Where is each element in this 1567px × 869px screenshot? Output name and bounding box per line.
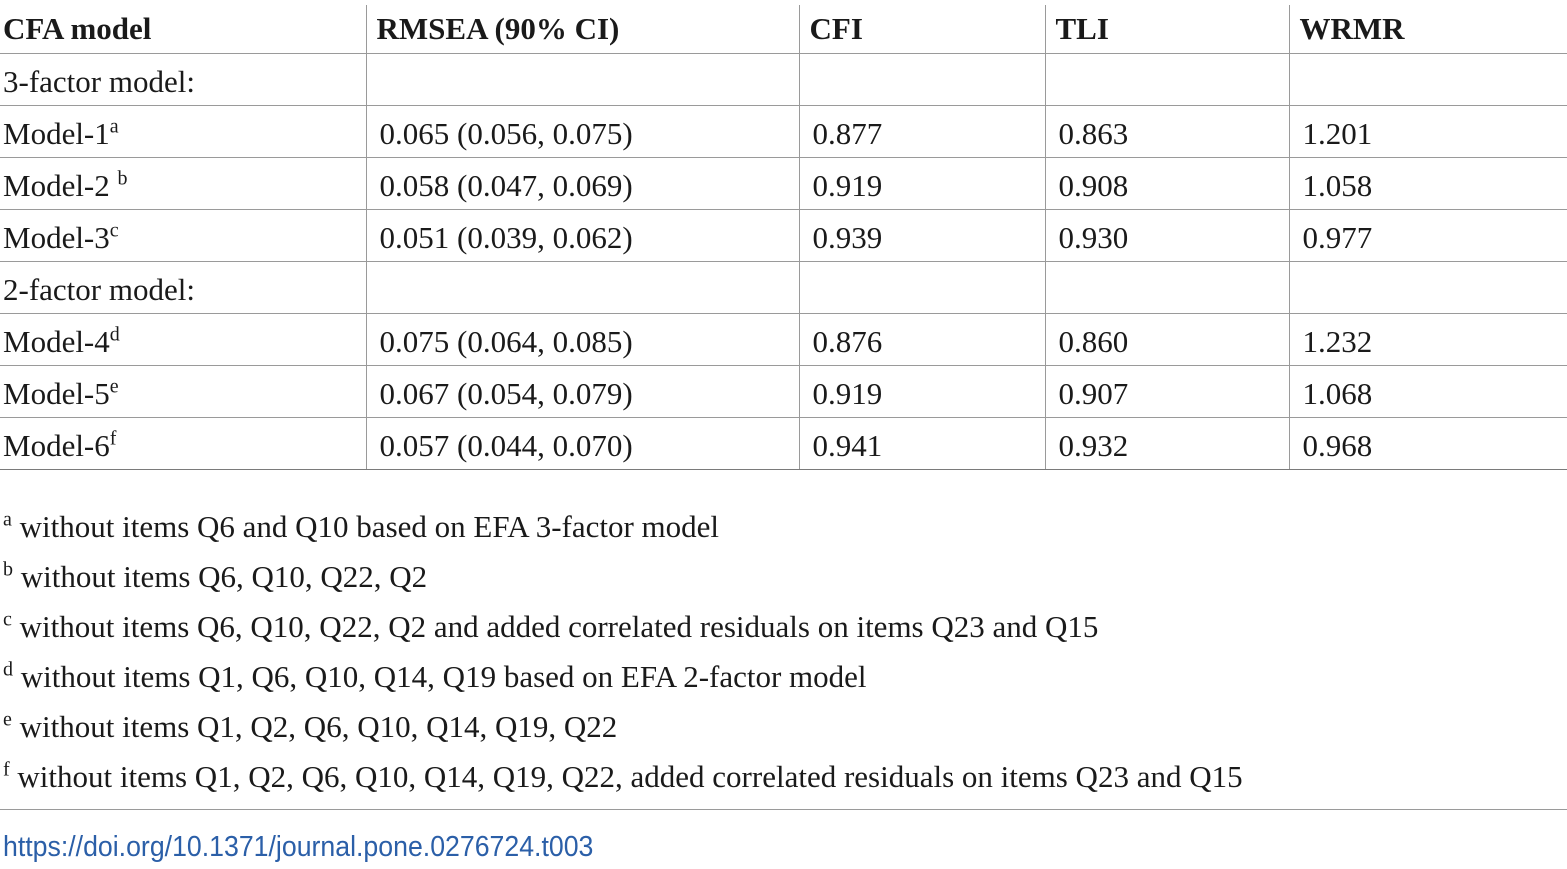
- footnote-text: without items Q6, Q10, Q22, Q2 and added…: [11, 609, 1099, 644]
- footnote-text: without items Q6, Q10, Q22, Q2: [13, 559, 428, 594]
- model-name: 2-factor model:: [3, 271, 195, 307]
- cell-model: Model-6f: [0, 417, 366, 470]
- footnote-item: f without items Q1, Q2, Q6, Q10, Q14, Q1…: [3, 757, 1543, 807]
- footnote-marker: e: [109, 375, 119, 398]
- cell-tli: 0.930: [1044, 209, 1289, 262]
- model-name: Model-2: [3, 167, 118, 203]
- cell-rmsea: 0.051 (0.039, 0.062): [365, 209, 799, 262]
- model-name: Model-3: [3, 219, 110, 255]
- cell-wrmr: [1288, 53, 1567, 106]
- doi-divider: [0, 809, 1567, 810]
- header-wrmr: WRMR: [1288, 5, 1567, 54]
- cell-model: Model-3c: [0, 209, 366, 262]
- table-row: Model-6f 0.057 (0.044, 0.070) 0.941 0.932 0.…: [0, 417, 1567, 470]
- cell-wrmr: 0.977: [1288, 209, 1567, 262]
- footnote-text: without items Q6 and Q10 based on EFA 3-…: [11, 509, 720, 544]
- cell-cfi: 0.939: [798, 209, 1045, 262]
- footnote-item: b without items Q6, Q10, Q22, Q2: [3, 557, 1543, 607]
- cell-rmsea: 0.057 (0.044, 0.070): [365, 417, 799, 470]
- cell-rmsea: 0.065 (0.056, 0.075): [365, 105, 799, 158]
- header-tli: TLI: [1044, 5, 1289, 54]
- header-cfa-model: CFA model: [0, 5, 366, 54]
- cell-tli: 0.860: [1044, 313, 1289, 366]
- cell-model: 2-factor model:: [0, 261, 366, 314]
- footnote-mark: b: [3, 558, 13, 581]
- model-name: Model-6: [3, 427, 110, 463]
- cell-cfi: 0.876: [798, 313, 1045, 366]
- cell-model: Model-2 b: [0, 157, 366, 210]
- footnote-marker: f: [109, 427, 117, 450]
- model-name: 3-factor model:: [3, 63, 195, 99]
- footnote-mark: e: [3, 708, 12, 731]
- table-row: Model-4d 0.075 (0.064, 0.085) 0.876 0.860 1.…: [0, 313, 1567, 366]
- footnote-item: e without items Q1, Q2, Q6, Q10, Q14, Q1…: [3, 707, 1543, 757]
- cell-wrmr: 1.201: [1288, 105, 1567, 158]
- cell-tli: 0.907: [1044, 365, 1289, 418]
- cell-tli: [1044, 261, 1289, 314]
- table-row: Model-2 b 0.058 (0.047, 0.069) 0.919 0.908 1…: [0, 157, 1567, 210]
- cell-model: 3-factor model:: [0, 53, 366, 106]
- model-name: Model-5: [3, 375, 110, 411]
- table-row: Model-5e 0.067 (0.054, 0.079) 0.919 0.907 1.…: [0, 365, 1567, 418]
- cell-tli: [1044, 53, 1289, 106]
- footnote-item: a without items Q6 and Q10 based on EFA …: [3, 507, 1543, 557]
- cell-cfi: 0.919: [798, 365, 1045, 418]
- table-body: 3-factor model: Model-1a 0.065 (0.056, 0.0…: [0, 53, 1567, 470]
- cell-rmsea: 0.067 (0.054, 0.079): [365, 365, 799, 418]
- model-name: Model-1: [3, 115, 110, 151]
- footnote-mark: f: [3, 758, 10, 781]
- header-rmsea: RMSEA (90% CI): [365, 5, 799, 54]
- table-row: 3-factor model:: [0, 53, 1567, 106]
- cell-wrmr: [1288, 261, 1567, 314]
- table-footnotes: a without items Q6 and Q10 based on EFA …: [3, 507, 1543, 807]
- table-header-row: CFA model RMSEA (90% CI) CFI TLI WRMR: [0, 5, 1567, 54]
- cell-model: Model-4d: [0, 313, 366, 366]
- cell-model: Model-5e: [0, 365, 366, 418]
- cell-tli: 0.863: [1044, 105, 1289, 158]
- cfa-results-table: CFA model RMSEA (90% CI) CFI TLI WRMR 3-…: [0, 5, 1567, 470]
- cell-cfi: 0.877: [798, 105, 1045, 158]
- footnote-mark: c: [3, 608, 12, 631]
- cell-rmsea: [365, 261, 799, 314]
- footnote-marker: b: [117, 167, 128, 190]
- footnote-marker: c: [109, 219, 119, 242]
- cell-cfi: [798, 261, 1045, 314]
- footnote-item: d without items Q1, Q6, Q10, Q14, Q19 ba…: [3, 657, 1543, 707]
- cell-wrmr: 1.232: [1288, 313, 1567, 366]
- footnote-item: c without items Q6, Q10, Q22, Q2 and add…: [3, 607, 1543, 657]
- cell-wrmr: 1.058: [1288, 157, 1567, 210]
- footnote-text: without items Q1, Q2, Q6, Q10, Q14, Q19,…: [9, 759, 1243, 794]
- cell-cfi: 0.941: [798, 417, 1045, 470]
- cfa-results-table-container: CFA model RMSEA (90% CI) CFI TLI WRMR 3-…: [0, 5, 1567, 470]
- cell-model: Model-1a: [0, 105, 366, 158]
- cell-cfi: [798, 53, 1045, 106]
- table-row: Model-1a 0.065 (0.056, 0.075) 0.877 0.863 1.…: [0, 105, 1567, 158]
- footnote-marker: a: [109, 115, 119, 138]
- cell-tli: 0.908: [1044, 157, 1289, 210]
- cell-wrmr: 1.068: [1288, 365, 1567, 418]
- cell-cfi: 0.919: [798, 157, 1045, 210]
- footnote-mark: d: [3, 658, 13, 681]
- table-row: 2-factor model:: [0, 261, 1567, 314]
- cell-rmsea: 0.075 (0.064, 0.085): [365, 313, 799, 366]
- footnote-mark: a: [3, 508, 12, 531]
- footnote-marker: d: [109, 323, 120, 346]
- table-row: Model-3c 0.051 (0.039, 0.062) 0.939 0.930 0.…: [0, 209, 1567, 262]
- footnote-text: without items Q1, Q6, Q10, Q14, Q19 base…: [13, 659, 867, 694]
- model-name: Model-4: [3, 323, 110, 359]
- cell-rmsea: 0.058 (0.047, 0.069): [365, 157, 799, 210]
- footnote-text: without items Q1, Q2, Q6, Q10, Q14, Q19,…: [11, 709, 618, 744]
- header-cfi: CFI: [798, 5, 1045, 54]
- cell-rmsea: [365, 53, 799, 106]
- cell-tli: 0.932: [1044, 417, 1289, 470]
- cell-wrmr: 0.968: [1288, 417, 1567, 470]
- doi-link[interactable]: https://doi.org/10.1371/journal.pone.027…: [3, 831, 594, 863]
